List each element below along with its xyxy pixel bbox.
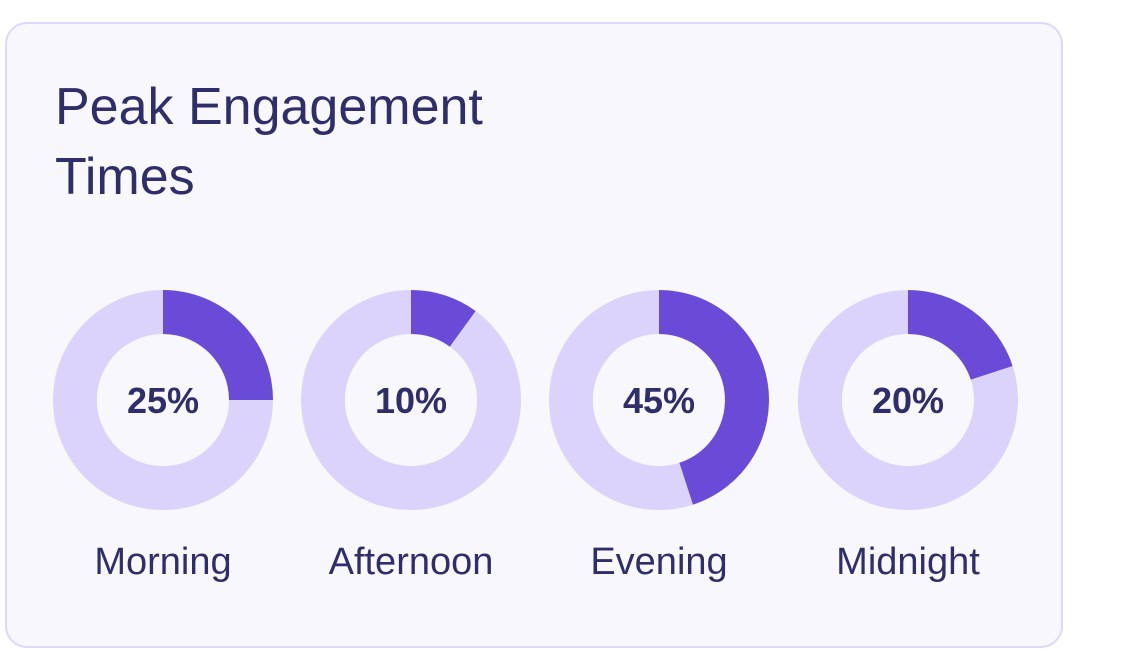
donut-afternoon: 10% Afternoon [291, 290, 531, 583]
chart-title: Peak Engagement Times [55, 78, 483, 206]
donut-percent-label: 20% [872, 380, 944, 421]
donut-value-arc [908, 290, 1013, 380]
chart-card: Peak Engagement Times 25% Morning 10% After… [5, 22, 1063, 648]
donut-percent-label: 10% [375, 380, 447, 421]
donut-midnight: 20% Midnight [788, 290, 1028, 583]
donut-category-label: Evening [590, 541, 728, 583]
donut-svg-morning: 25% [53, 290, 273, 510]
donut-svg-evening: 45% [549, 290, 769, 510]
donut-svg-afternoon: 10% [301, 290, 521, 510]
donut-category-label: Morning [94, 541, 232, 583]
donut-value-arc [163, 290, 273, 400]
donut-category-label: Afternoon [328, 541, 494, 583]
donut-morning: 25% Morning [43, 290, 283, 583]
donut-value-arc [411, 290, 476, 347]
donut-evening: 45% Evening [539, 290, 779, 583]
donut-track [301, 290, 521, 510]
donut-category-label: Midnight [836, 541, 980, 583]
donut-percent-label: 25% [127, 380, 199, 421]
donut-svg-midnight: 20% [798, 290, 1018, 510]
donut-percent-label: 45% [623, 380, 695, 421]
donut-value-arc [659, 290, 769, 505]
